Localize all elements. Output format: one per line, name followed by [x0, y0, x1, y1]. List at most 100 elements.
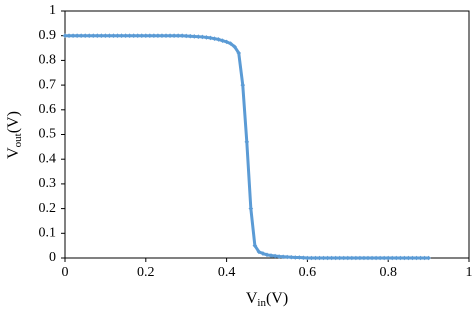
data-point [393, 255, 399, 261]
data-point [361, 255, 367, 261]
data-point [82, 33, 88, 38]
data-point [147, 33, 153, 38]
y-tick-label: 1 [49, 3, 56, 18]
data-point [123, 33, 128, 38]
data-point [115, 33, 120, 38]
data-point [62, 33, 68, 38]
data-point [337, 255, 343, 261]
data-point [204, 35, 209, 40]
data-point [196, 34, 201, 39]
data-point [107, 33, 112, 38]
data-point [276, 254, 282, 259]
data-point [163, 33, 169, 38]
data-point [171, 33, 177, 38]
data-point [341, 255, 347, 261]
y-label-main: V [5, 147, 22, 159]
data-point [321, 255, 326, 261]
data-point [216, 37, 221, 42]
data-point [228, 41, 233, 46]
data-point [284, 254, 290, 260]
data-point [232, 44, 237, 50]
data-point [212, 36, 217, 41]
data-point [357, 255, 363, 261]
data-point [103, 33, 108, 38]
data-point [191, 34, 197, 39]
data-point [86, 33, 92, 38]
y-tick-label: 0.4 [39, 151, 57, 166]
data-point [297, 255, 302, 260]
data-point [333, 255, 338, 261]
y-tick-label: 0.5 [39, 127, 57, 142]
data-point [422, 255, 427, 261]
data-point [301, 255, 306, 261]
y-tick-label: 0.6 [39, 102, 57, 117]
y-tick-label: 0.8 [39, 53, 57, 68]
series-line [65, 34, 429, 260]
data-point [369, 255, 375, 261]
data-point [78, 33, 84, 38]
data-point [272, 253, 278, 259]
data-point [200, 34, 205, 40]
data-point [183, 33, 189, 39]
x-tick-label: 0.2 [137, 265, 155, 280]
data-point [127, 33, 132, 38]
data-point [66, 33, 72, 38]
data-point [74, 33, 80, 38]
data-point [208, 35, 213, 41]
data-point [414, 255, 419, 261]
data-point [325, 255, 330, 261]
data-point [139, 33, 145, 38]
data-point [187, 33, 193, 39]
x-tick-label: 0 [62, 265, 69, 280]
data-point [224, 39, 229, 45]
x-axis-label: Vin(V) [246, 290, 288, 309]
x-label-unit: (V) [266, 290, 288, 307]
y-tick-label: 0.3 [39, 176, 57, 191]
data-point [90, 33, 96, 38]
x-label-main: V [246, 290, 258, 307]
data-point [260, 251, 266, 256]
data-point [309, 255, 314, 261]
x-tick-label: 0.4 [218, 265, 236, 280]
data-point [389, 255, 395, 261]
data-point [313, 255, 318, 261]
data-point [377, 255, 383, 261]
data-point [410, 255, 415, 261]
data-point [317, 255, 322, 261]
data-point [70, 33, 76, 38]
data-point [373, 255, 379, 261]
data-point [329, 255, 334, 261]
x-tick-label: 1 [466, 265, 473, 280]
data-point [406, 255, 411, 261]
data-point [280, 254, 286, 260]
x-label-sub: in [257, 297, 266, 309]
y-label-sub: out [12, 133, 24, 147]
data-point [288, 254, 294, 260]
data-point [345, 255, 351, 261]
data-point [167, 33, 173, 38]
data-point [151, 33, 157, 38]
data-point [402, 255, 407, 261]
y-tick-label: 0.2 [39, 201, 57, 216]
data-point [264, 252, 270, 258]
y-label-unit: (V) [5, 111, 22, 133]
x-tick-label: 0.6 [299, 265, 317, 280]
data-point [305, 255, 310, 261]
y-tick-label: 0.1 [39, 226, 57, 241]
data-point [268, 253, 274, 258]
data-point [175, 33, 181, 38]
data-point [179, 33, 185, 38]
y-axis-label: Vout(V) [5, 111, 24, 159]
data-point [131, 33, 136, 38]
y-tick-label: 0 [49, 250, 56, 265]
plot-frame [64, 10, 470, 259]
data-point [398, 255, 403, 261]
data-point [95, 33, 100, 38]
data-point [385, 255, 391, 261]
data-point [143, 33, 149, 38]
y-tick-label: 0.7 [39, 77, 57, 92]
data-point [99, 33, 104, 38]
data-point [220, 38, 225, 43]
data-point [426, 255, 431, 261]
